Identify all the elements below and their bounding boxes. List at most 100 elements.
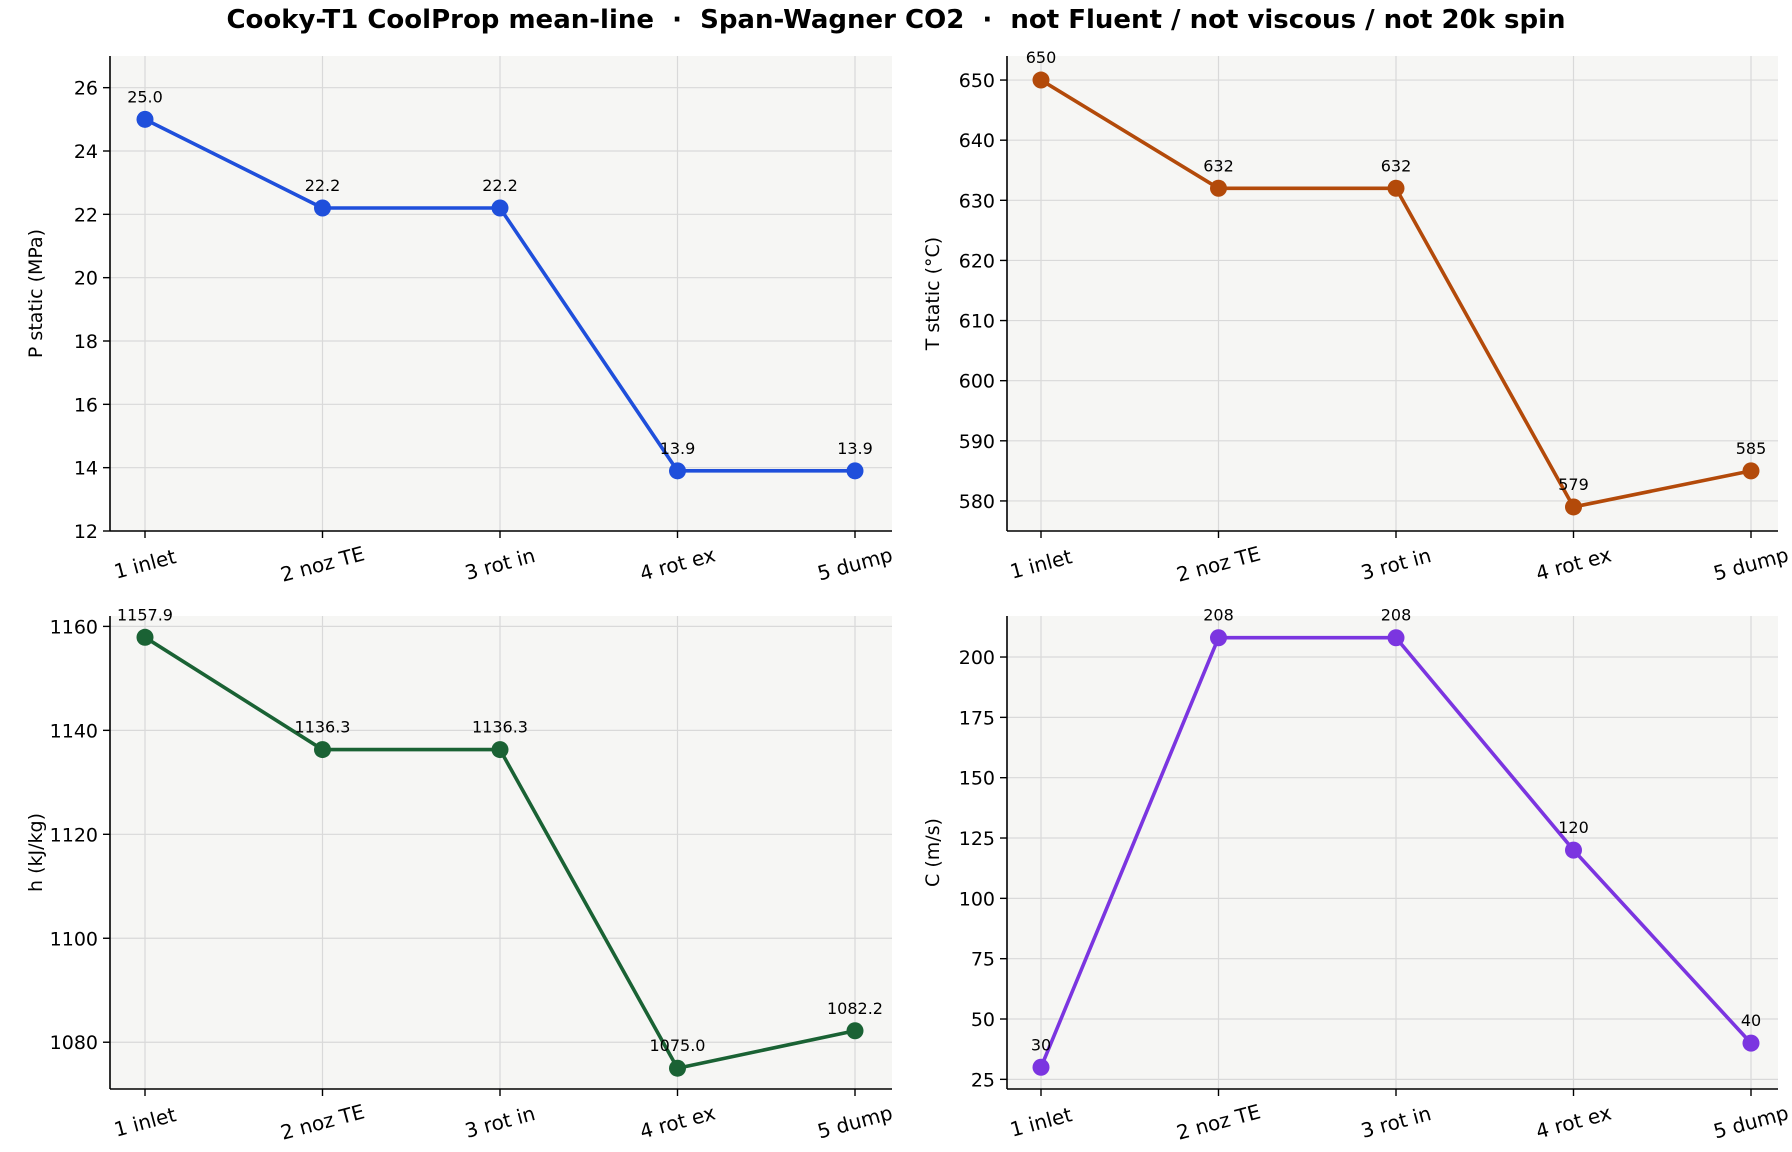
panel-enthalpy: 1080 1100 1120 1140 1160 1 inlet 2 noz TE 3 rot… bbox=[25, 605, 895, 1144]
y-axis-label: h (kJ/kg) bbox=[25, 813, 47, 892]
panel-pressure: 12 14 16 18 20 22 24 26 1 inlet 2 noz TE 3 rot in 4… bbox=[25, 56, 895, 587]
data-point bbox=[1565, 841, 1582, 859]
data-point bbox=[846, 462, 864, 480]
plot-area bbox=[1007, 616, 1778, 1089]
data-label: 1157.9 bbox=[117, 605, 173, 624]
plot-area bbox=[1007, 56, 1778, 531]
x-tick-label: 3 rot in bbox=[462, 1101, 537, 1143]
y-tick-label: 590 bbox=[959, 431, 995, 453]
x-tick-label: 5 dump bbox=[815, 542, 895, 585]
data-point bbox=[1210, 179, 1227, 197]
y-tick-label: 25 bbox=[971, 1069, 995, 1091]
data-label: 120 bbox=[1558, 818, 1589, 837]
data-label: 13.9 bbox=[660, 439, 696, 458]
x-tick-label: 2 noz TE bbox=[278, 541, 367, 586]
plot-area bbox=[110, 616, 892, 1089]
y-tick-label: 610 bbox=[959, 311, 995, 333]
y-tick-label: 75 bbox=[971, 949, 995, 971]
x-tick-label: 1 inlet bbox=[1007, 544, 1074, 584]
y-tick-label: 1120 bbox=[50, 824, 98, 846]
y-tick-label: 22 bbox=[74, 204, 98, 226]
data-point bbox=[669, 462, 686, 480]
y-tick-label: 620 bbox=[959, 250, 995, 272]
data-point bbox=[136, 110, 154, 128]
data-label: 1082.2 bbox=[827, 999, 883, 1018]
x-tick-label: 2 noz TE bbox=[1174, 1099, 1263, 1144]
data-label: 1136.3 bbox=[472, 718, 528, 737]
data-point bbox=[1387, 179, 1405, 197]
x-tick-label: 1 inlet bbox=[111, 1102, 178, 1142]
y-tick-label: 14 bbox=[74, 458, 98, 480]
data-label: 632 bbox=[1381, 156, 1412, 175]
panel-temperature: 580 590 600 610 620 630 640 650 1 inlet 2 noz TE 3… bbox=[922, 48, 1791, 587]
x-tick-label: 3 rot in bbox=[462, 543, 537, 585]
data-point bbox=[314, 199, 331, 217]
y-tick-label: 125 bbox=[959, 828, 995, 850]
x-tick-label: 1 inlet bbox=[111, 544, 178, 584]
y-tick-label: 150 bbox=[959, 768, 995, 790]
y-axis-label: C (m/s) bbox=[922, 818, 944, 887]
y-tick-label: 20 bbox=[74, 268, 98, 290]
y-tick-label: 630 bbox=[959, 190, 995, 212]
y-tick-label: 24 bbox=[74, 141, 98, 163]
y-axis-label: T static (°C) bbox=[922, 237, 944, 351]
x-tick-label: 5 dump bbox=[1711, 1100, 1791, 1143]
x-tick-label: 3 rot in bbox=[1358, 1101, 1433, 1143]
y-tick-label: 175 bbox=[959, 707, 995, 729]
data-point bbox=[491, 199, 509, 217]
x-tick-label: 4 rot ex bbox=[1533, 1100, 1614, 1143]
x-tick-label: 5 dump bbox=[1711, 542, 1791, 585]
y-tick-label: 640 bbox=[959, 130, 995, 152]
data-label: 22.2 bbox=[305, 176, 341, 195]
x-tick-label: 1 inlet bbox=[1007, 1102, 1074, 1142]
panel-velocity: 25 50 75 100 125 150 175 200 1 inlet 2 noz TE 3 ro… bbox=[922, 606, 1791, 1145]
y-tick-label: 18 bbox=[74, 331, 98, 353]
x-tick-label: 3 rot in bbox=[1358, 543, 1433, 585]
data-label: 650 bbox=[1026, 48, 1057, 67]
x-tick-label: 4 rot ex bbox=[637, 542, 718, 585]
y-tick-label: 1100 bbox=[50, 928, 98, 950]
data-point bbox=[1032, 1058, 1050, 1076]
plot-area bbox=[110, 56, 892, 531]
data-label: 25.0 bbox=[127, 87, 163, 106]
data-point bbox=[136, 628, 154, 646]
y-tick-label: 1080 bbox=[50, 1032, 98, 1054]
x-tick-label: 4 rot ex bbox=[637, 1100, 718, 1143]
y-tick-label: 26 bbox=[74, 78, 98, 100]
data-point bbox=[1032, 71, 1050, 89]
figure-title: Cooky-T1 CoolProp mean-line · Span-Wagne… bbox=[226, 5, 1565, 35]
data-label: 13.9 bbox=[837, 439, 873, 458]
data-point bbox=[846, 1022, 864, 1040]
data-label: 208 bbox=[1381, 606, 1412, 625]
data-label: 208 bbox=[1203, 606, 1234, 625]
x-tick-label: 2 noz TE bbox=[278, 1099, 367, 1144]
data-label: 40 bbox=[1741, 1011, 1761, 1030]
data-point bbox=[1742, 462, 1760, 480]
data-label: 585 bbox=[1736, 439, 1767, 458]
x-tick-label: 2 noz TE bbox=[1174, 541, 1263, 586]
y-tick-label: 600 bbox=[959, 371, 995, 393]
data-point bbox=[1742, 1034, 1760, 1052]
y-axis-label: P static (MPa) bbox=[25, 229, 47, 358]
x-tick-label: 5 dump bbox=[815, 1100, 895, 1143]
y-tick-label: 1160 bbox=[50, 616, 98, 638]
data-point bbox=[1210, 629, 1227, 647]
data-label: 1136.3 bbox=[295, 718, 351, 737]
y-tick-label: 16 bbox=[74, 394, 98, 416]
x-tick-label: 4 rot ex bbox=[1533, 542, 1614, 585]
data-label: 1075.0 bbox=[650, 1036, 706, 1055]
y-tick-label: 100 bbox=[959, 888, 995, 910]
data-label: 632 bbox=[1203, 156, 1234, 175]
y-tick-label: 50 bbox=[971, 1009, 995, 1031]
data-point bbox=[1565, 498, 1582, 516]
data-point bbox=[1387, 629, 1405, 647]
y-tick-label: 200 bbox=[959, 647, 995, 669]
y-tick-label: 650 bbox=[959, 70, 995, 92]
data-point bbox=[491, 741, 509, 759]
y-tick-label: 1140 bbox=[50, 720, 98, 742]
data-label: 579 bbox=[1558, 475, 1589, 494]
data-label: 22.2 bbox=[482, 176, 518, 195]
data-point bbox=[314, 741, 331, 759]
data-label: 30 bbox=[1031, 1035, 1051, 1054]
